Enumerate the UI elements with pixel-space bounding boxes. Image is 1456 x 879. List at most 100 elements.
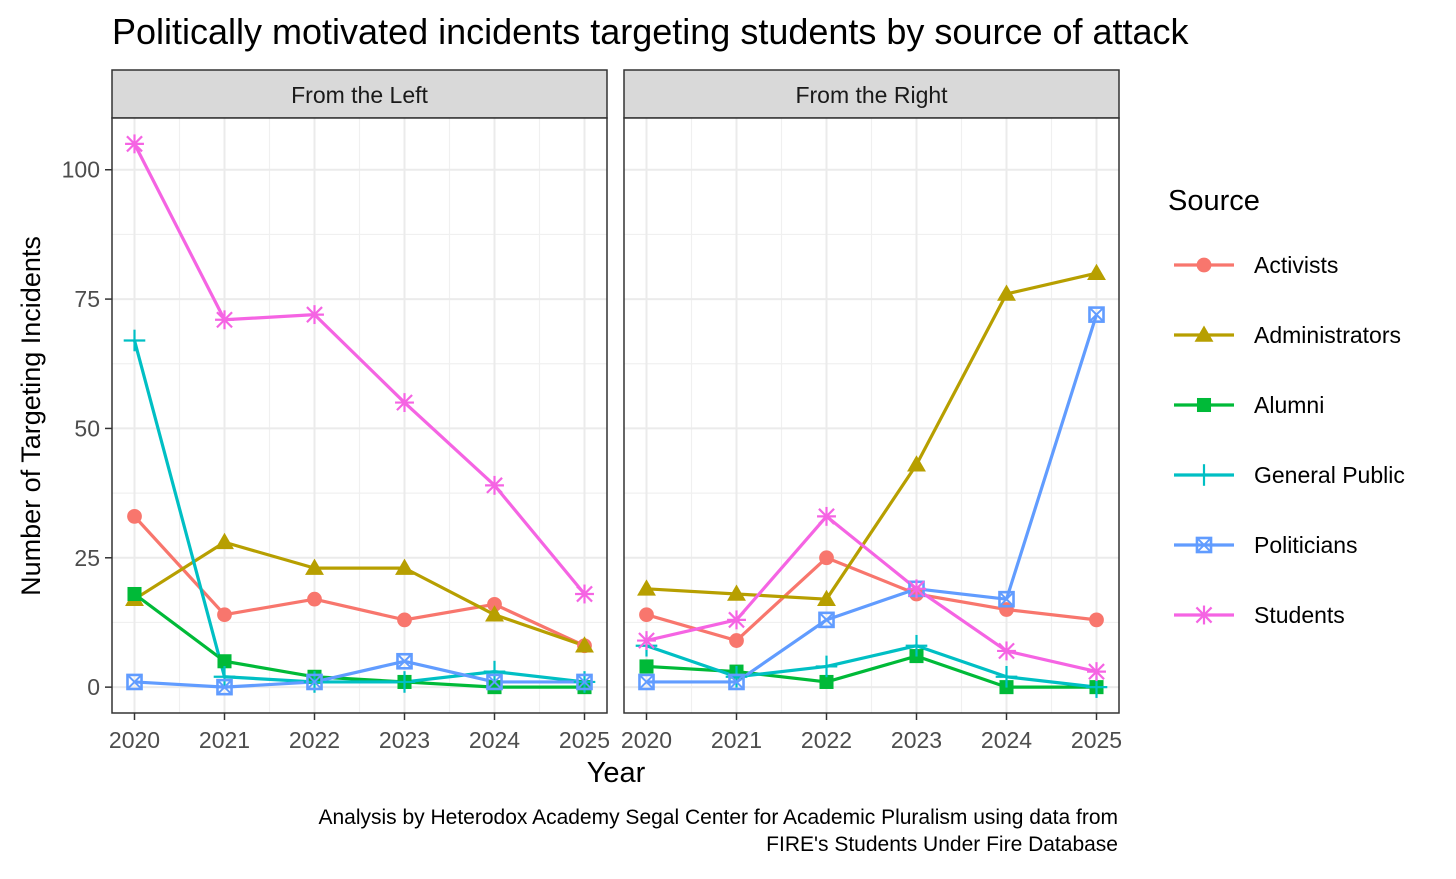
data-point-administrators-2020 (637, 579, 656, 596)
data-point-administrators-2023 (907, 455, 926, 472)
x-tick-label: 2023 (379, 727, 430, 753)
legend-title: Source (1168, 185, 1260, 217)
data-point-activists-2022 (819, 550, 834, 566)
x-tick-label: 2022 (289, 727, 340, 753)
data-point-students-2021 (727, 610, 746, 630)
x-tick-label: 2024 (981, 727, 1032, 753)
data-point-general-public-2020 (123, 329, 146, 352)
legend-key-marker (1194, 605, 1214, 625)
data-point-alumni-2020 (127, 586, 142, 602)
data-point-alumni-2024 (487, 680, 502, 695)
legend-label: Politicians (1254, 532, 1358, 558)
y-tick-label: 75 (74, 286, 100, 312)
legend: Activists Administrators Alumni General Pub… (1174, 252, 1405, 628)
legend-key-marker (1195, 536, 1213, 554)
y-tick-label: 50 (74, 415, 100, 441)
data-point-students-2020 (125, 134, 144, 154)
legend-item-alumni: Alumni (1174, 392, 1324, 418)
chart-title: Politically motivated incidents targetin… (112, 11, 1190, 52)
data-point-general-public-2022 (815, 655, 838, 678)
data-point-activists-2020 (639, 607, 654, 623)
data-point-activists-2020 (127, 509, 142, 524)
data-point-alumni-2022 (819, 674, 834, 689)
data-point-alumni-2020 (639, 659, 654, 674)
legend-item-general-public: General Public (1174, 462, 1405, 488)
legend-item-activists: Activists (1174, 252, 1338, 278)
legend-label: General Public (1254, 462, 1405, 488)
panel-from-the-left: From the Left 2020 2021 2022 2023 2024 2025 0 25… (62, 69, 610, 753)
caption-line-1: Analysis by Heterodox Academy Segal Cent… (318, 806, 1118, 829)
series-line-general-public (645, 644, 1097, 689)
data-point-students-2023 (907, 579, 926, 599)
x-tick-label: 2024 (469, 727, 520, 753)
data-point-politicians-2022 (306, 673, 323, 691)
data-point-general-public-2021 (213, 665, 236, 688)
data-point-politicians-2021 (216, 678, 233, 696)
data-point-administrators-2022 (817, 589, 836, 606)
legend-item-administrators: Administrators (1174, 322, 1401, 348)
caption-line-2: FIRE's Students Under Fire Database (766, 833, 1118, 856)
series-line-alumni (133, 592, 585, 689)
legend-key-marker (1196, 257, 1212, 273)
y-tick-label: 0 (87, 674, 100, 700)
data-point-general-public-2024 (995, 665, 1018, 688)
series-line-students (133, 143, 586, 596)
data-point-students-2022 (817, 506, 836, 526)
data-point-alumni-2021 (217, 654, 232, 669)
x-axis-label: Year (587, 757, 646, 789)
data-point-activists-2021 (729, 633, 744, 648)
data-point-activists-2022 (307, 591, 322, 607)
legend-key-marker (1196, 397, 1212, 413)
data-point-activists-2024 (487, 596, 502, 612)
series-line-students (646, 514, 1097, 674)
data-point-students-2024 (997, 641, 1016, 661)
data-point-general-public-2024 (483, 660, 506, 683)
data-point-administrators-2021 (727, 584, 746, 601)
series-line-activists (133, 515, 586, 648)
series-line-politicians (134, 659, 585, 689)
panel-strip-label: From the Left (291, 82, 428, 108)
data-point-administrators-2022 (305, 558, 324, 575)
legend-label: Administrators (1254, 322, 1401, 348)
data-point-students-2024 (485, 475, 504, 495)
legend-label: Students (1254, 602, 1345, 628)
data-point-students-2025 (1087, 662, 1106, 682)
data-point-general-public-2023 (905, 634, 928, 657)
data-point-politicians-2024 (998, 590, 1015, 608)
series-line-activists (646, 556, 1097, 643)
x-tick-label: 2020 (109, 727, 160, 753)
data-point-politicians-2025 (576, 673, 593, 691)
data-point-politicians-2021 (728, 673, 745, 691)
series-line-administrators (133, 540, 586, 648)
data-point-administrators-2024 (485, 605, 504, 622)
data-point-administrators-2025 (1087, 263, 1106, 281)
data-point-administrators-2025 (575, 636, 594, 653)
series-line-general-public (132, 340, 585, 684)
legend-key-marker (1193, 464, 1215, 486)
data-point-students-2022 (305, 305, 324, 325)
series-line-administrators (646, 271, 1097, 601)
panel-border (623, 117, 1120, 714)
panel-strip-from-the-left (111, 69, 608, 119)
x-tick-label: 2021 (711, 727, 762, 753)
data-point-administrators-2023 (395, 558, 414, 575)
legend-label: Alumni (1254, 392, 1324, 418)
data-point-politicians-2020 (638, 673, 655, 691)
data-point-students-2020 (637, 631, 656, 651)
data-point-students-2023 (395, 393, 414, 413)
x-tick-label: 2023 (891, 727, 942, 753)
data-point-politicians-2025 (1088, 306, 1105, 323)
data-point-activists-2025 (1089, 612, 1104, 628)
panel-strip-label: From the Right (795, 82, 948, 108)
panel-from-the-right: From the Right 2020 2021 2022 2023 2024 2025 (621, 69, 1122, 753)
panels-layer: From the Left 2020 2021 2022 2023 2024 2025 0 25… (62, 69, 1122, 753)
legend-item-politicians: Politicians (1174, 532, 1358, 558)
x-tick-label: 2021 (199, 727, 250, 753)
series-line-politicians (646, 314, 1099, 684)
data-point-students-2021 (215, 310, 234, 330)
legend-label: Activists (1254, 252, 1338, 278)
data-point-students-2025 (575, 584, 594, 604)
x-tick-label: 2025 (559, 727, 610, 753)
